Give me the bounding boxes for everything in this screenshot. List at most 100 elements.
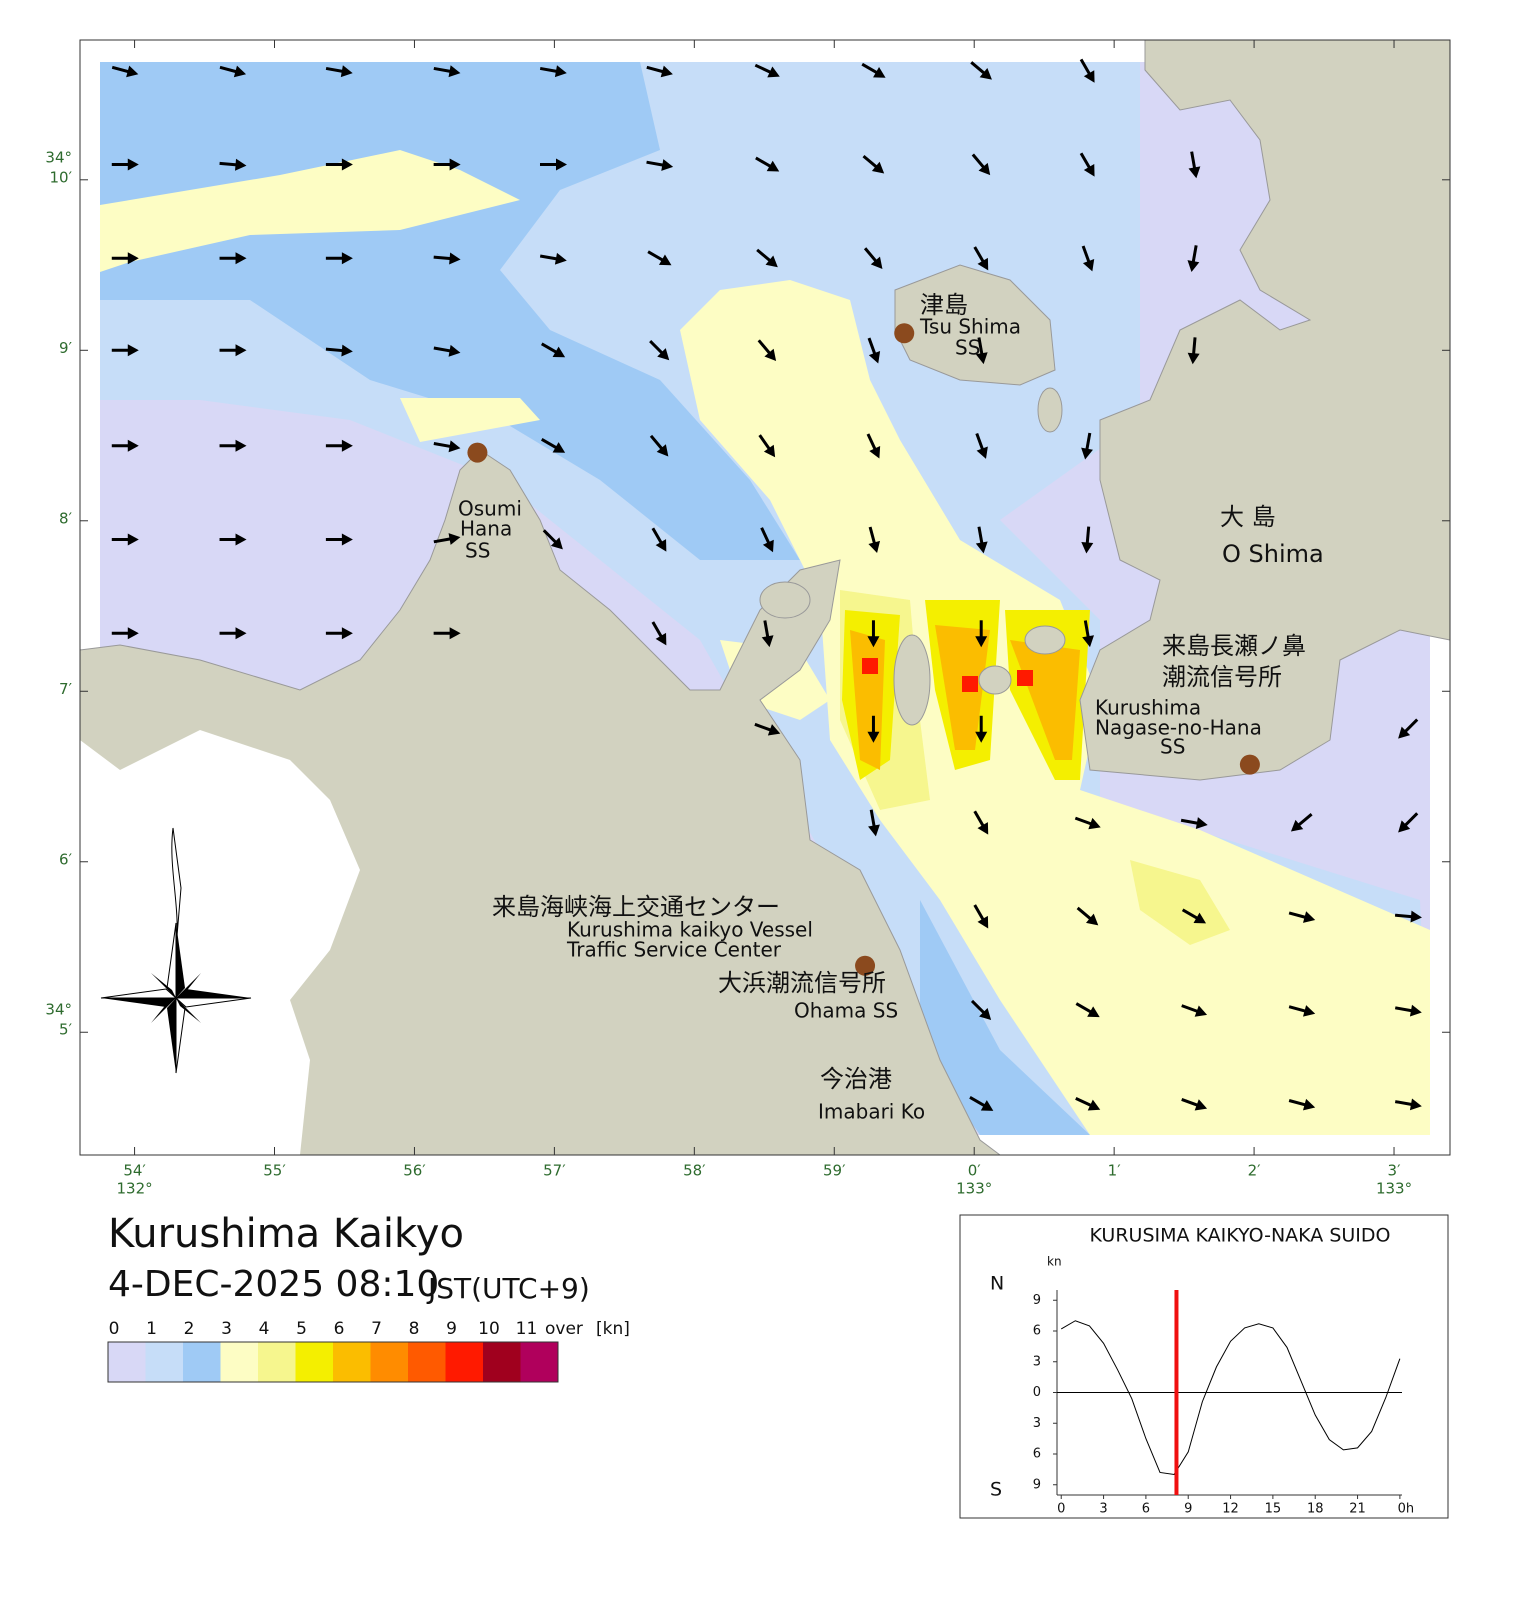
lat-label: 8′: [59, 509, 73, 527]
current-arrow: [970, 61, 992, 80]
arrow-shaft: [1394, 1006, 1415, 1013]
current-arrow: [1075, 1096, 1101, 1111]
current-arrow: [1290, 813, 1313, 832]
current-arrow: [971, 153, 991, 176]
current-arrow: [539, 65, 567, 78]
arrow-head: [1409, 1004, 1422, 1017]
legend-swatch: [445, 1342, 483, 1382]
current-arrow: [1181, 1097, 1208, 1111]
arrow-head: [127, 158, 139, 171]
current-arrow: [863, 247, 883, 269]
arrow-head: [1187, 352, 1200, 365]
current-arrow: [970, 999, 992, 1020]
lon-label: 2′: [1248, 1162, 1262, 1180]
current-arrow: [325, 65, 353, 78]
map-frame: [79, 39, 1451, 1156]
x-tick-label: 15: [1265, 1502, 1282, 1517]
arrow-shaft: [754, 722, 774, 733]
arrow-head: [449, 627, 461, 640]
arrow-shaft: [758, 434, 772, 452]
current-arrow: [646, 65, 673, 78]
arrow-shaft: [651, 621, 664, 640]
lat-label: 5′: [59, 1021, 73, 1039]
arrow-head: [873, 66, 886, 78]
current-arrow: [433, 252, 461, 265]
arrow-shaft: [1180, 818, 1201, 826]
arrow-shaft: [647, 250, 666, 263]
arrow-shaft: [1076, 906, 1094, 922]
current-arrow: [868, 809, 880, 837]
label: 大 島: [1220, 503, 1276, 531]
arrow-shaft: [763, 620, 770, 640]
current-arrow: [111, 65, 139, 78]
arrow-head: [868, 824, 880, 837]
arrow-shaft: [863, 247, 879, 264]
arrow-shaft: [539, 254, 560, 261]
arrow-head: [763, 444, 776, 458]
current-arrow: [1288, 911, 1316, 923]
lon-label: 3′: [1388, 1162, 1402, 1180]
label: 今治港: [820, 1065, 892, 1093]
arrow-shaft: [975, 433, 985, 452]
legend-level: 7: [371, 1319, 382, 1339]
arrow-head: [979, 1007, 992, 1020]
tide-curve: [1060, 1320, 1401, 1476]
current-arrow: [433, 344, 461, 357]
current-arrow: [219, 533, 247, 546]
arrow-shaft: [325, 347, 345, 353]
current-arrow: [1075, 1002, 1100, 1018]
y-tick-label: 3: [1033, 1416, 1041, 1431]
north-label: N: [990, 1273, 1004, 1295]
lon-label: 58′: [683, 1162, 706, 1180]
current-arrow: [649, 434, 669, 457]
legend-swatch: [408, 1342, 446, 1382]
current-arrow: [325, 533, 353, 546]
arrow-head: [341, 533, 353, 546]
arrow-head: [661, 159, 674, 171]
arrow-head: [448, 344, 461, 357]
arrow-head: [235, 252, 247, 265]
legend-level: 11: [516, 1319, 538, 1339]
legend-level: 8: [409, 1319, 420, 1339]
tide-unit: kn: [1047, 1255, 1062, 1269]
current-arrow: [219, 344, 247, 357]
arrow-head: [1194, 1099, 1208, 1111]
current-arrow: [111, 344, 139, 357]
y-tick-label: 9: [1033, 1293, 1041, 1308]
current-arrow: [975, 620, 988, 648]
arrow-shaft: [1288, 911, 1308, 920]
place-labels: 津島 Tsu Shima SS Osumi Hana SS 来島長瀬ノ鼻 潮流信…: [458, 291, 1324, 1124]
arrow-head: [658, 254, 672, 266]
arrow-head: [1409, 1098, 1422, 1111]
current-arrow: [861, 62, 886, 78]
arrow-head: [977, 915, 989, 929]
current-arrow: [975, 433, 988, 459]
arrow-head: [233, 65, 247, 78]
legend-swatch: [370, 1342, 408, 1382]
current-arrow: [867, 620, 880, 648]
legend-swatch: [258, 1342, 296, 1382]
arrow-shaft: [977, 526, 984, 546]
arrow-head: [341, 344, 353, 357]
arrow-head: [1081, 541, 1094, 554]
arrow-head: [127, 252, 139, 265]
arrow-shaft: [540, 437, 559, 451]
arrow-head: [765, 255, 778, 268]
arrow-shaft: [973, 246, 986, 265]
current-arrow: [1394, 1004, 1422, 1017]
arrow-shaft: [646, 160, 666, 167]
arrow-head: [448, 440, 461, 453]
arrow-shaft: [1085, 526, 1091, 546]
current-arrow: [973, 810, 989, 835]
label: SS: [465, 539, 490, 563]
arrow-head: [871, 161, 885, 174]
current-arrow: [111, 439, 139, 452]
arrow-head: [766, 160, 780, 172]
arrow-head: [1193, 912, 1207, 924]
label: Imabari Ko: [818, 1100, 925, 1124]
current-arrow: [540, 437, 566, 453]
arrow-head: [1290, 819, 1304, 832]
station: [894, 323, 915, 344]
arrow-head: [1083, 70, 1095, 83]
